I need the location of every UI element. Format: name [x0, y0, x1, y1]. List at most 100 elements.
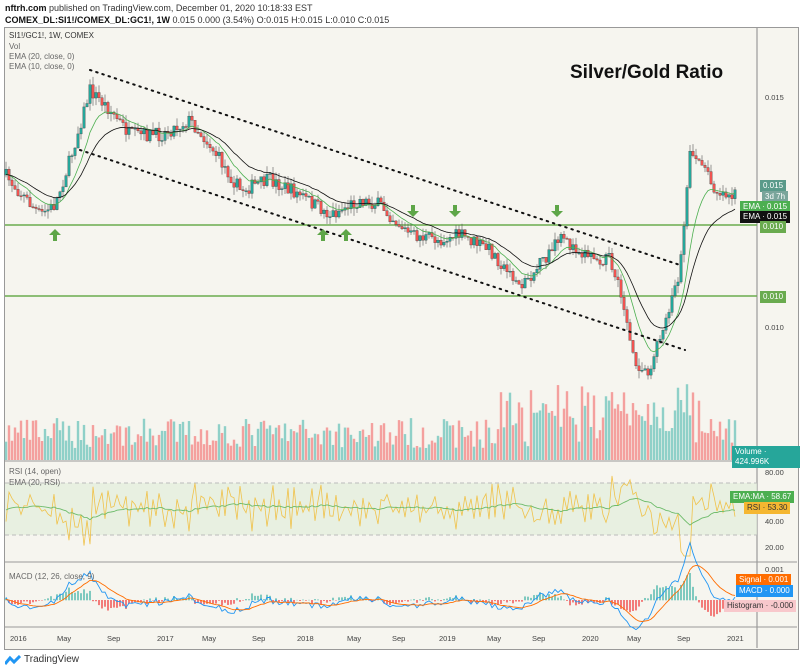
volume-bar	[697, 400, 701, 460]
histogram-bar	[668, 588, 670, 601]
histogram-bar	[275, 598, 277, 601]
volume-bar	[481, 447, 485, 460]
candle	[94, 92, 98, 99]
candle	[691, 151, 695, 156]
volume-bar	[565, 391, 569, 460]
volume-bar	[187, 421, 191, 460]
histogram-bar	[326, 600, 328, 603]
histogram-bar	[641, 600, 643, 602]
candle	[565, 238, 569, 240]
candle	[238, 178, 242, 190]
candle	[514, 280, 518, 282]
volume-bar	[568, 416, 572, 460]
histogram-bar	[113, 600, 115, 608]
volume-bar	[40, 441, 44, 460]
volume-bar	[646, 404, 650, 460]
histogram-bar	[317, 599, 319, 601]
author[interactable]: nftrh.com	[5, 3, 47, 13]
candle	[547, 249, 551, 263]
volume-bar	[643, 420, 647, 460]
histogram-bar	[368, 600, 370, 601]
histogram-bar	[80, 593, 82, 601]
histogram-bar	[521, 600, 523, 602]
candle	[685, 187, 689, 227]
histogram-bar	[197, 600, 199, 604]
candle	[610, 253, 614, 270]
volume-bar	[94, 436, 98, 460]
histogram-bar	[656, 585, 658, 601]
volume-bar	[193, 436, 197, 460]
volume-bar	[694, 442, 698, 460]
histogram-bar	[338, 597, 340, 601]
volume-bar	[121, 445, 125, 460]
volume-bar	[523, 441, 527, 460]
candle	[607, 253, 611, 255]
histogram-bar	[284, 598, 286, 601]
histogram-bar	[74, 592, 76, 601]
candle	[226, 166, 230, 178]
candle	[79, 127, 83, 135]
volume-bar	[142, 418, 146, 460]
candle	[517, 280, 521, 285]
volume-bar	[556, 385, 560, 460]
low: L:0.010	[325, 15, 356, 25]
volume-bar	[601, 417, 605, 460]
volume-bar	[418, 447, 422, 460]
candle	[694, 155, 698, 159]
volume-bar	[733, 420, 737, 460]
volume-bar	[82, 424, 86, 460]
volume-bar	[685, 384, 689, 460]
histogram-bar	[584, 600, 586, 601]
open: O:0.015	[256, 15, 289, 25]
histogram-bar	[158, 600, 160, 603]
histogram-bar	[89, 590, 91, 601]
histogram-bar	[107, 600, 109, 611]
histogram-bar	[293, 600, 295, 604]
rsi-tick: 80.00	[765, 468, 784, 477]
candle	[580, 252, 584, 258]
histogram-bar	[17, 600, 19, 605]
histogram-bar	[26, 600, 28, 602]
histogram-bar	[212, 600, 214, 604]
volume-bar	[229, 445, 233, 460]
signal-tag: Signal · 0.001	[736, 574, 792, 586]
volume-bar	[49, 438, 53, 460]
candle	[85, 103, 89, 108]
histogram-bar	[620, 600, 622, 609]
candle	[673, 285, 677, 297]
histogram-bar	[581, 600, 583, 605]
histogram-bar	[440, 600, 442, 602]
candle	[322, 209, 326, 214]
candle	[679, 254, 683, 283]
candle	[193, 120, 197, 133]
volume-bar	[637, 414, 641, 460]
volume-bar	[514, 423, 518, 460]
histogram-bar	[263, 599, 265, 601]
candle	[397, 224, 401, 227]
volume-bar	[586, 392, 590, 460]
candle	[472, 236, 476, 246]
histogram-bar	[563, 599, 565, 601]
histogram-bar	[215, 600, 217, 604]
candle	[550, 249, 554, 252]
volume-bar	[178, 423, 182, 460]
histogram-bar	[665, 586, 667, 601]
time-tick: May	[487, 634, 502, 643]
time-tick: Sep	[252, 634, 266, 643]
candle	[682, 225, 686, 255]
candle	[187, 115, 191, 128]
candle	[688, 151, 692, 188]
histogram-bar	[614, 600, 616, 606]
tradingview-logo[interactable]: TradingView	[5, 654, 79, 665]
legend-ema20: EMA (20, close, 0)	[9, 52, 75, 61]
candle	[295, 191, 299, 198]
volume-bar	[208, 444, 212, 460]
candle	[637, 365, 641, 371]
candle	[19, 195, 23, 197]
candle	[40, 209, 44, 212]
candle	[214, 150, 218, 156]
candle	[235, 178, 239, 188]
candle	[229, 176, 233, 183]
volume-bar	[454, 447, 458, 460]
